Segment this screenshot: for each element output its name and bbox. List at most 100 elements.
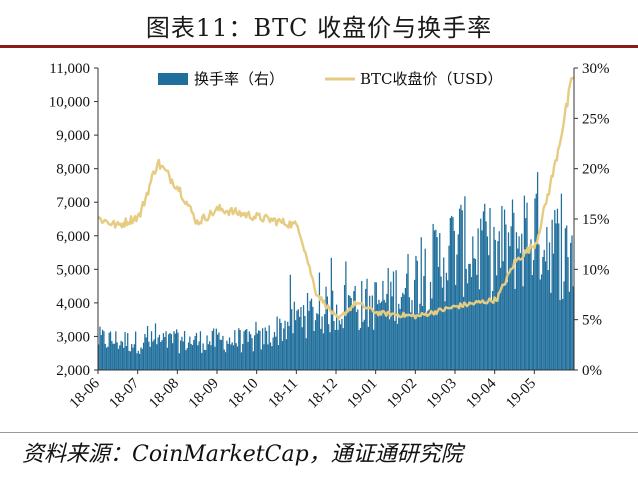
turnover-bar — [273, 331, 276, 370]
title-underline — [0, 45, 638, 48]
turnover-bar — [317, 314, 319, 370]
turnover-bar — [341, 318, 343, 370]
turnover-bar — [140, 347, 142, 370]
turnover-bar — [388, 319, 391, 370]
turnover-bar — [198, 341, 200, 370]
turnover-bar — [190, 344, 192, 370]
turnover-bar — [227, 343, 229, 370]
turnover-bar — [514, 288, 516, 370]
turnover-bar — [318, 272, 321, 370]
turnover-bar — [333, 321, 335, 370]
turnover-bar — [260, 349, 262, 370]
footer-divider — [0, 432, 638, 433]
turnover-bar — [199, 331, 202, 370]
turnover-bar — [412, 316, 414, 370]
turnover-bar — [116, 342, 118, 370]
turnover-bar — [469, 263, 471, 370]
turnover-bar — [396, 323, 399, 370]
x-tick-label: 19-05 — [503, 376, 539, 412]
turnover-bar — [347, 295, 350, 370]
turnover-bar — [379, 303, 381, 370]
turnover-bar — [542, 256, 544, 370]
turnover-bar — [525, 218, 527, 370]
turnover-bar — [181, 336, 183, 370]
turnover-bar — [285, 339, 288, 370]
turnover-bar — [513, 212, 515, 370]
turnover-bar — [363, 319, 366, 370]
turnover-bar — [505, 224, 507, 370]
turnover-bar — [250, 334, 252, 370]
turnover-bar — [490, 301, 492, 370]
turnover-bar — [527, 253, 529, 370]
turnover-bar — [359, 327, 362, 370]
turnover-bar — [302, 305, 305, 370]
turnover-bar — [411, 300, 413, 370]
turnover-bar — [313, 330, 315, 370]
turnover-bar — [455, 284, 457, 370]
turnover-bar — [205, 349, 207, 370]
x-tick-label: 19-02 — [384, 376, 420, 412]
legend-swatch-turnover — [158, 73, 188, 85]
left-tick-label: 4,000 — [56, 296, 90, 312]
turnover-bar — [538, 244, 540, 370]
right-tick-label: 25% — [582, 111, 610, 127]
turnover-bar — [495, 275, 498, 370]
turnover-bar — [152, 341, 154, 370]
turnover-bar — [420, 237, 422, 370]
turnover-bar — [326, 296, 328, 370]
turnover-bar — [213, 328, 215, 370]
turnover-bar — [283, 328, 285, 370]
turnover-bar — [292, 333, 294, 370]
turnover-bar — [257, 330, 260, 370]
turnover-bar — [417, 313, 420, 370]
turnover-bar — [291, 309, 293, 370]
turnover-bar — [240, 352, 243, 370]
turnover-bar — [386, 293, 388, 370]
turnover-bar — [534, 198, 536, 370]
turnover-bar — [489, 207, 491, 370]
turnover-bar — [390, 281, 392, 370]
turnover-bar — [142, 342, 145, 370]
turnover-bar — [201, 352, 203, 370]
turnover-bar — [376, 304, 379, 370]
legend: 换手率（右） BTC收盘价（USD） — [158, 70, 502, 88]
turnover-bar — [206, 335, 208, 370]
turnover-bar — [256, 333, 258, 370]
turnover-bar — [279, 318, 281, 370]
turnover-bar — [316, 313, 318, 370]
turnover-bar — [259, 330, 261, 370]
turnover-bar — [329, 332, 331, 370]
turnover-bar — [497, 241, 499, 370]
price-line-group — [98, 76, 574, 320]
turnover-bar — [107, 346, 109, 370]
turnover-bar — [309, 300, 311, 370]
turnover-bar — [135, 331, 137, 370]
turnover-bar — [138, 353, 141, 370]
right-tick-label: 5% — [582, 313, 602, 329]
turnover-bar — [367, 326, 369, 370]
turnover-bar — [462, 296, 465, 370]
turnover-bar — [400, 297, 403, 370]
turnover-bar — [263, 344, 265, 370]
turnover-bar — [529, 244, 531, 370]
turnover-bar — [101, 329, 104, 370]
turnover-bar — [276, 316, 278, 370]
turnover-bar — [398, 303, 400, 370]
turnover-bar — [209, 341, 211, 370]
turnover-bar — [433, 230, 436, 370]
turnover-bar — [197, 345, 199, 370]
turnover-bar — [361, 281, 363, 370]
turnover-bar — [305, 338, 307, 370]
turnover-bar — [566, 225, 568, 370]
turnover-bar — [104, 343, 106, 370]
turnover-bar — [435, 229, 437, 370]
turnover-bar — [447, 280, 449, 370]
turnover-bar — [572, 286, 574, 370]
turnover-bar — [523, 195, 526, 370]
turnover-bar — [280, 322, 282, 370]
turnover-bar — [358, 330, 360, 370]
x-tick-label: 18-09 — [186, 376, 222, 412]
turnover-bar — [189, 336, 191, 370]
turnover-bar — [428, 309, 430, 370]
turnover-bar — [194, 336, 196, 370]
